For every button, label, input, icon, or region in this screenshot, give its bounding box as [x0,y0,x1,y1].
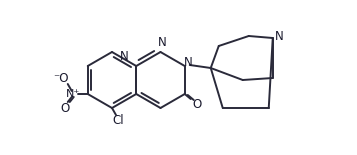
Text: O: O [192,97,201,111]
Text: N: N [120,49,129,62]
Text: N⁺: N⁺ [66,89,80,99]
Text: N: N [275,29,284,42]
Text: O: O [60,102,69,115]
Text: ⁻O: ⁻O [53,71,69,84]
Text: N: N [184,55,193,69]
Text: Cl: Cl [112,113,124,126]
Text: N: N [158,35,167,49]
